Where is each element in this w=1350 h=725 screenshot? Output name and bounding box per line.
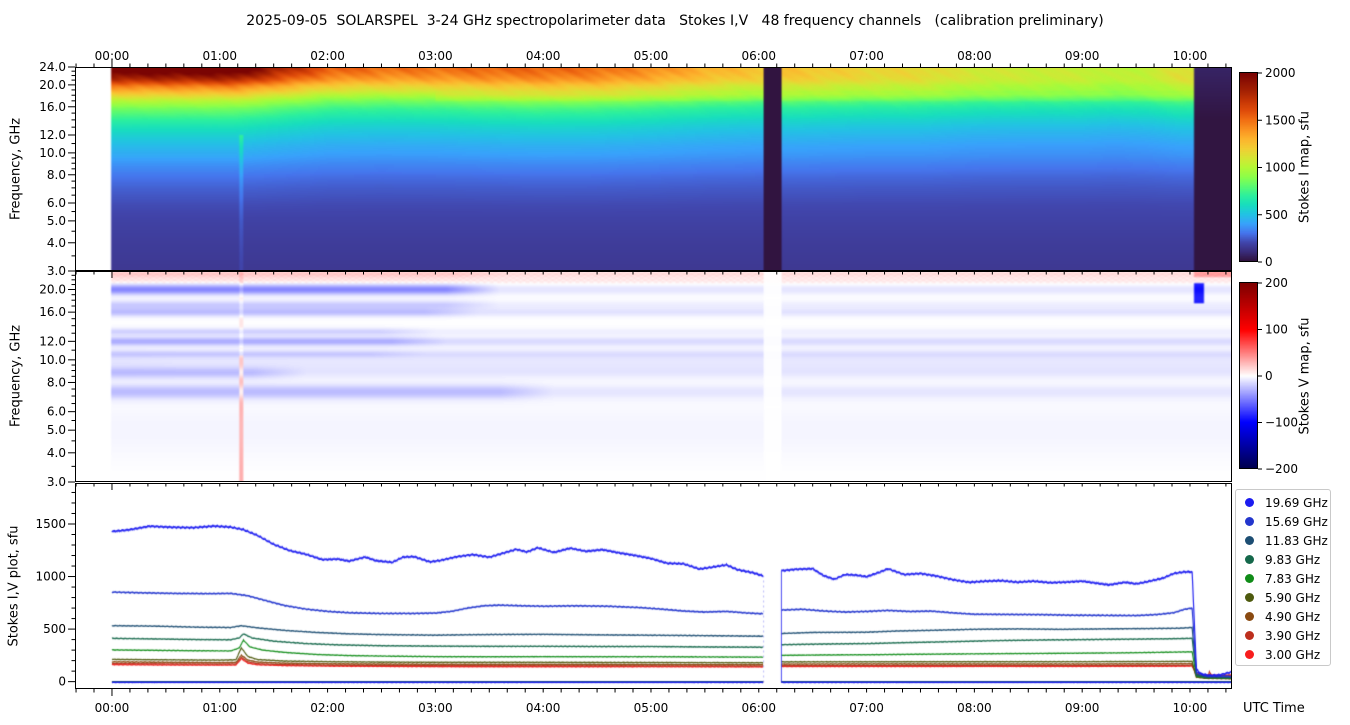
freq-tick-label: 8.0 — [47, 375, 66, 389]
time-tick-label: 06:00 — [741, 701, 776, 715]
colorbar-tick-label: −200 — [1265, 462, 1298, 476]
colorbar2-label: Stokes V map, sfu — [1297, 317, 1313, 435]
time-tick-label: 08:00 — [957, 49, 992, 63]
colorbar-tick-label: 200 — [1265, 276, 1288, 290]
figure-title: 2025-09-05 SOLARSPEL 3-24 GHz spectropol… — [246, 13, 1104, 29]
time-tick-label: 01:00 — [202, 49, 237, 63]
time-tick-label: 02:00 — [310, 701, 345, 715]
time-tick-label: 09:00 — [1065, 701, 1100, 715]
time-tick-label: 04:00 — [526, 49, 561, 63]
freq-tick-label: 12.0 — [39, 128, 66, 142]
legend-item: 11.83 GHz — [1236, 531, 1330, 550]
time-tick-label: 04:00 — [526, 701, 561, 715]
colorbar-tick-label: 1000 — [1265, 161, 1296, 175]
time-tick-label: 05:00 — [634, 49, 669, 63]
stokes-i-heatmap — [75, 67, 1232, 271]
freq-tick-label: 20.0 — [39, 78, 66, 92]
legend-item: 3.90 GHz — [1236, 626, 1330, 645]
freq-tick-label: 12.0 — [39, 334, 66, 348]
colorbar-tick-label: 0 — [1265, 255, 1273, 269]
panel2-y-axis-label: Frequency, GHz — [8, 324, 24, 428]
colorbar1-label: Stokes I map, sfu — [1297, 111, 1313, 223]
freq-tick-label: 16.0 — [39, 100, 66, 114]
time-tick-label: 02:00 — [310, 49, 345, 63]
plot-y-tick-label: 1500 — [35, 517, 66, 531]
freq-tick-label: 20.0 — [39, 283, 66, 297]
time-tick-label: 01:00 — [202, 701, 237, 715]
freq-tick-label: 6.0 — [47, 196, 66, 210]
time-tick-label: 06:00 — [741, 49, 776, 63]
freq-tick-label: 8.0 — [47, 168, 66, 182]
legend-item-label: 4.90 GHz — [1265, 609, 1321, 624]
time-tick-label: 03:00 — [418, 49, 453, 63]
colorbar-tick-label: 0 — [1265, 369, 1273, 383]
time-tick-label: 00:00 — [95, 49, 130, 63]
stokes-v-heatmap — [75, 271, 1232, 482]
stokes-iv-lineplot — [75, 483, 1232, 689]
legend-item: 4.90 GHz — [1236, 607, 1330, 626]
legend-item-label: 15.69 GHz — [1265, 514, 1328, 529]
freq-tick-label: 3.0 — [47, 475, 66, 489]
legend-item: 5.90 GHz — [1236, 588, 1330, 607]
plot-y-tick-label: 0 — [58, 675, 66, 689]
legend-marker-icon — [1245, 650, 1254, 659]
legend-item-label: 5.90 GHz — [1265, 590, 1321, 605]
legend-marker-icon — [1245, 593, 1254, 602]
legend-item: 7.83 GHz — [1236, 569, 1330, 588]
time-tick-label: 03:00 — [418, 701, 453, 715]
freq-tick-label: 6.0 — [47, 405, 66, 419]
legend: 19.69 GHz 15.69 GHz 11.83 GHz 9.83 GHz 7… — [1235, 489, 1331, 666]
time-tick-label: 05:00 — [634, 701, 669, 715]
panel1-y-axis-label: Frequency, GHz — [8, 117, 24, 221]
legend-marker-icon — [1245, 612, 1254, 621]
legend-marker-icon — [1245, 631, 1254, 640]
time-tick-label: 07:00 — [849, 701, 884, 715]
legend-item-label: 9.83 GHz — [1265, 552, 1321, 567]
colorbar-tick-label: 1500 — [1265, 113, 1296, 127]
plot-y-tick-label: 500 — [43, 622, 66, 636]
stokes-i-colorbar — [1240, 73, 1257, 262]
freq-tick-label: 24.0 — [39, 60, 66, 74]
stokes-v-colorbar — [1240, 283, 1257, 469]
time-tick-label: 07:00 — [849, 49, 884, 63]
colorbar-tick-label: 100 — [1265, 323, 1288, 337]
colorbar-tick-label: −100 — [1265, 416, 1298, 430]
plot-y-tick-label: 1000 — [35, 570, 66, 584]
time-tick-label: 10:00 — [1173, 701, 1208, 715]
panel3-y-axis-label: Stokes I,V plot, sfu — [6, 525, 22, 647]
time-tick-label: 09:00 — [1065, 49, 1100, 63]
freq-tick-label: 5.0 — [47, 423, 66, 437]
freq-tick-label: 10.0 — [39, 353, 66, 367]
legend-item-label: 3.90 GHz — [1265, 628, 1321, 643]
legend-item: 3.00 GHz — [1236, 645, 1330, 664]
legend-item: 19.69 GHz — [1236, 493, 1330, 512]
legend-item-label: 7.83 GHz — [1265, 571, 1321, 586]
legend-item-label: 11.83 GHz — [1265, 533, 1328, 548]
time-tick-label: 00:00 — [95, 701, 130, 715]
freq-tick-label: 5.0 — [47, 214, 66, 228]
legend-item-label: 3.00 GHz — [1265, 647, 1321, 662]
legend-marker-icon — [1245, 517, 1254, 526]
freq-tick-label: 4.0 — [47, 446, 66, 460]
colorbar-tick-label: 500 — [1265, 208, 1288, 222]
freq-tick-label: 4.0 — [47, 236, 66, 250]
colorbar-tick-label: 2000 — [1265, 66, 1296, 80]
legend-item: 15.69 GHz — [1236, 512, 1330, 531]
legend-marker-icon — [1245, 498, 1254, 507]
legend-marker-icon — [1245, 574, 1254, 583]
legend-marker-icon — [1245, 555, 1254, 564]
legend-item-label: 19.69 GHz — [1265, 495, 1328, 510]
utc-time-axis-label: UTC Time — [1243, 701, 1305, 716]
legend-item: 9.83 GHz — [1236, 550, 1330, 569]
time-tick-label: 10:00 — [1173, 49, 1208, 63]
time-tick-label: 08:00 — [957, 701, 992, 715]
legend-marker-icon — [1245, 536, 1254, 545]
freq-tick-label: 16.0 — [39, 305, 66, 319]
freq-tick-label: 10.0 — [39, 146, 66, 160]
freq-tick-label: 3.0 — [47, 264, 66, 278]
